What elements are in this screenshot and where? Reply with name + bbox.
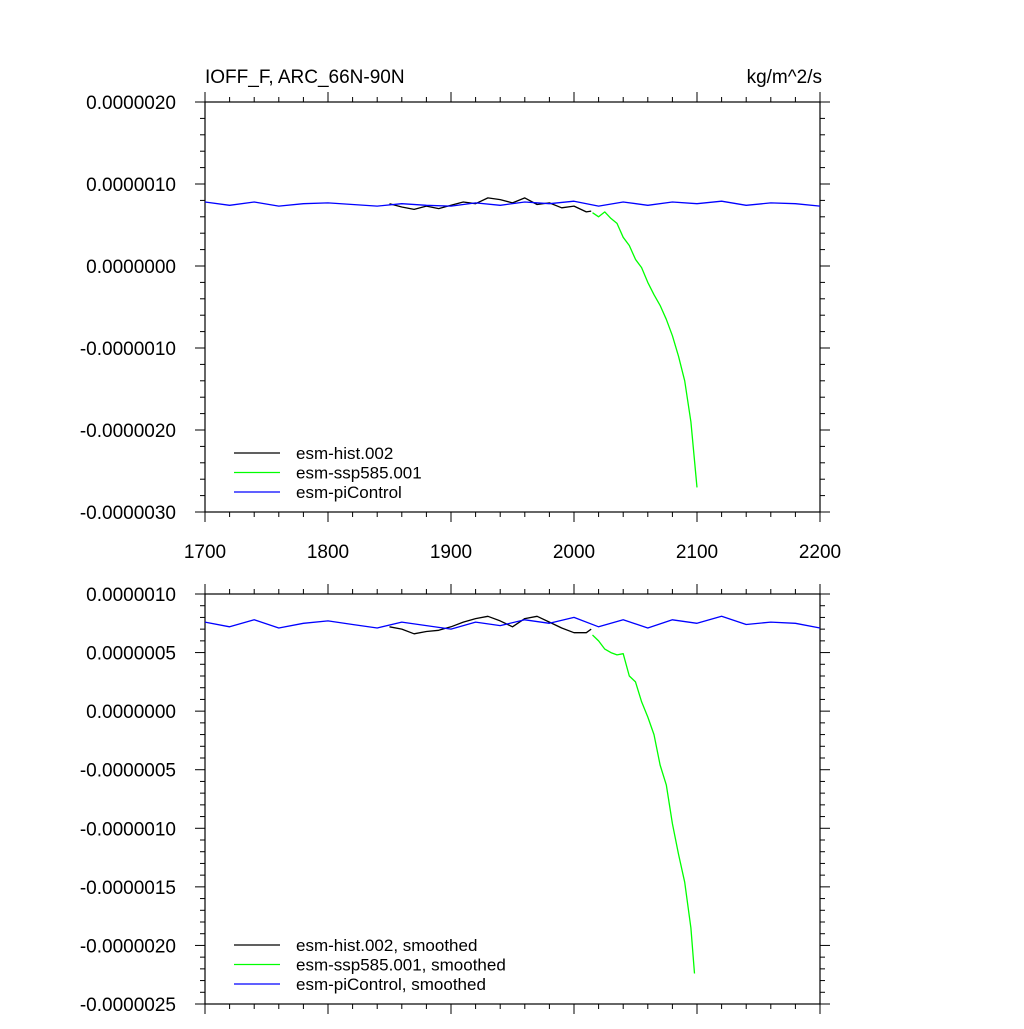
y-tick-label: -0.0000025 — [80, 995, 176, 1016]
y-tick-label: 0.0000010 — [86, 585, 176, 606]
legend-label: esm-ssp585.001, smoothed — [296, 956, 506, 975]
y-tick-label: -0.0000020 — [80, 936, 176, 957]
series-line-1 — [389, 615, 592, 635]
x-tick-label: 2000 — [553, 542, 595, 563]
legend-label: esm-piControl, smoothed — [296, 975, 486, 994]
y-tick-label: 0.0000000 — [86, 257, 176, 278]
series-line-3 — [204, 615, 821, 630]
plot-frame — [204, 101, 821, 513]
legend-label: esm-hist.002, smoothed — [296, 936, 477, 955]
y-tick-label: -0.0000010 — [80, 819, 176, 840]
y-tick-label: 0.0000020 — [86, 93, 176, 114]
chart-title: IOFF_F, ARC_66N-90N — [205, 67, 405, 88]
y-tick-label: -0.0000020 — [80, 421, 176, 442]
y-tick-label: -0.0000005 — [80, 761, 176, 782]
plot-panel-1: 1700 1800 1900 2000 2100 2200 0.0000020 0.00000… — [80, 92, 841, 563]
x-tick-label: 2100 — [676, 542, 718, 563]
x-tick-label: 1700 — [184, 542, 226, 563]
y-tick-label: 0.0000005 — [86, 644, 176, 665]
series-line-2 — [592, 211, 698, 488]
legend-label: esm-ssp585.001 — [296, 464, 422, 483]
series-line-1 — [389, 197, 592, 213]
y-tick-label: -0.0000015 — [80, 878, 176, 899]
x-tick-label: 2200 — [799, 542, 841, 563]
plot-frame — [204, 593, 821, 1005]
chart-units: kg/m^2/s — [747, 67, 822, 88]
legend-label: esm-piControl — [296, 483, 402, 502]
y-tick-label: -0.0000010 — [80, 339, 176, 360]
y-tick-label: 0.0000000 — [86, 702, 176, 723]
legend-label: esm-hist.002 — [296, 444, 393, 463]
series-line-3 — [204, 200, 821, 207]
plot-panel-2: 0.0000010 0.0000005 0.0000000 -0.0000005 -0.… — [80, 584, 830, 1016]
x-tick-label: 1900 — [430, 542, 472, 563]
x-tick-label: 1800 — [307, 542, 349, 563]
y-tick-label: -0.0000030 — [80, 503, 176, 524]
series-line-2 — [592, 634, 696, 974]
y-tick-label: 0.0000010 — [86, 175, 176, 196]
